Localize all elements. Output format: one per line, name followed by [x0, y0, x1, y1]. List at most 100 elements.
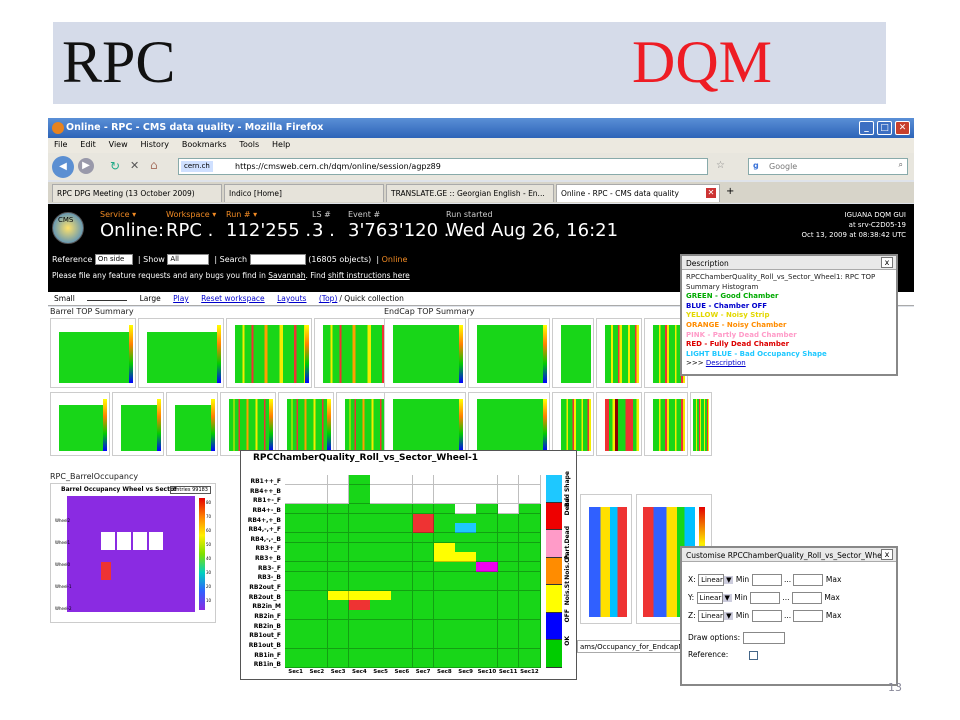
reload-icon[interactable]: ↻: [110, 159, 121, 173]
barrel-top-plot[interactable]: [112, 392, 164, 456]
endcap-top-plot[interactable]: [690, 392, 712, 456]
heatmap-cell: [348, 475, 371, 486]
endcap-top-plot[interactable]: [596, 392, 642, 456]
draw-options-input[interactable]: [742, 632, 785, 644]
menu-tools[interactable]: Tools: [239, 140, 260, 149]
home-icon[interactable]: ⌂: [150, 158, 158, 172]
savannah-link[interactable]: Savannah: [268, 271, 306, 280]
search-box[interactable]: g Google ⌕: [748, 158, 908, 175]
legend-light-blue: LIGHT BLUE - Bad Occupancy Shape: [686, 349, 827, 358]
menu-bookmarks[interactable]: Bookmarks: [181, 140, 227, 149]
close-icon[interactable]: x: [881, 257, 893, 268]
barrel-top-plot[interactable]: [50, 318, 136, 388]
heatmap-cell: [391, 552, 413, 563]
new-tab-icon[interactable]: +: [726, 186, 735, 197]
heatmap-cell: [370, 484, 392, 495]
barrel-top-plot[interactable]: [226, 318, 312, 388]
tab-rpc-dpg[interactable]: RPC DPG Meeting (13 October 2009): [52, 184, 222, 202]
barrel-occupancy-plot[interactable]: Barrel Occupancy Wheel vs Sector Entries…: [50, 483, 216, 623]
menu-help[interactable]: Help: [272, 140, 291, 149]
site-identity[interactable]: cern.ch: [181, 161, 213, 172]
barrel-top-plot[interactable]: [50, 392, 110, 456]
barrel-top-plot[interactable]: [138, 318, 224, 388]
barrel-top-plot[interactable]: [166, 392, 218, 456]
reset-workspace-link[interactable]: Reset workspace: [201, 294, 265, 303]
z-min-input[interactable]: [751, 610, 782, 622]
endcap-top-plot[interactable]: [384, 392, 466, 456]
endcap-occupancy-plot[interactable]: [580, 494, 632, 624]
endcap-top-plot[interactable]: [384, 318, 466, 388]
barrel-top-plot[interactable]: [336, 392, 392, 456]
reference-checkbox[interactable]: [748, 650, 758, 660]
endcap-top-plot[interactable]: [552, 318, 594, 388]
mode-link[interactable]: Online: [381, 255, 408, 264]
layouts-link[interactable]: Layouts: [277, 294, 307, 303]
endcap-top-plot[interactable]: [468, 392, 550, 456]
chevron-down-icon[interactable]: ▼: [724, 612, 734, 620]
tab-indico[interactable]: Indico [Home]: [224, 184, 384, 202]
endcap-top-plot[interactable]: [552, 392, 594, 456]
maximize-icon[interactable]: □: [877, 121, 892, 135]
close-window-icon[interactable]: ✕: [895, 121, 910, 135]
quality-plot-popup[interactable]: RPCChamberQuality_Roll_vs_Sector_Wheel-1…: [240, 450, 577, 680]
z-max-input[interactable]: [793, 610, 824, 622]
heatmap-cell: [391, 581, 413, 592]
endcap-top-plot[interactable]: [468, 318, 550, 388]
run-label[interactable]: Run # ▾: [226, 210, 258, 219]
description-link[interactable]: Description: [705, 359, 746, 368]
x-min-input[interactable]: [751, 574, 782, 586]
top-link[interactable]: (Top): [318, 294, 338, 303]
legend-swatch: OK: [546, 636, 571, 668]
dqm-search-input[interactable]: [249, 254, 306, 265]
endcap-top-plot[interactable]: [644, 392, 688, 456]
menu-edit[interactable]: Edit: [80, 140, 96, 149]
bookmark-star-icon[interactable]: ☆: [716, 160, 725, 171]
chevron-down-icon[interactable]: ▼: [722, 594, 732, 602]
back-icon[interactable]: ◀: [52, 156, 74, 178]
heatmap-cell: [518, 532, 541, 544]
service-label[interactable]: Service ▾: [100, 210, 137, 219]
forward-icon[interactable]: ▶: [78, 158, 94, 174]
stop-icon[interactable]: ✕: [130, 159, 140, 172]
legend-label: OFF: [564, 608, 571, 622]
workspace-label[interactable]: Workspace ▾: [166, 210, 217, 219]
heatmap-cell: [412, 581, 435, 592]
close-tab-icon[interactable]: ✕: [706, 188, 716, 198]
shift-instructions-link[interactable]: shift instructions here: [328, 271, 410, 280]
chevron-down-icon[interactable]: ▼: [724, 576, 734, 584]
heatmap-cell: [433, 552, 456, 563]
search-icon[interactable]: ⌕: [898, 160, 903, 169]
heatmap-cell: [285, 532, 307, 544]
address-bar[interactable]: cern.ch https://cmsweb.cern.ch/dqm/onlin…: [178, 158, 708, 175]
tab-dqm-online[interactable]: Online - RPC - CMS data quality ✕: [556, 184, 720, 202]
x-max-input[interactable]: [793, 574, 824, 586]
y-min-input[interactable]: [750, 592, 780, 604]
heatmap-cell: [476, 552, 498, 563]
close-icon[interactable]: x: [881, 549, 893, 560]
x-scale-select[interactable]: Linear: [698, 574, 725, 586]
row-label: Wheel-1: [55, 584, 72, 589]
y-scale-select[interactable]: Linear: [696, 592, 723, 604]
heatmap-cell: [391, 658, 413, 669]
tab-translate[interactable]: TRANSLATE.GE :: Georgian English - En...: [386, 184, 554, 202]
heatmap-cell: [306, 561, 328, 572]
menu-view[interactable]: View: [108, 140, 128, 149]
tab-bar: RPC DPG Meeting (13 October 2009) Indico…: [48, 182, 914, 203]
barrel-top-plot[interactable]: [278, 392, 334, 456]
heatmap-cell: [412, 610, 435, 621]
menu-file[interactable]: File: [54, 140, 68, 149]
z-scale-select[interactable]: Linear: [698, 610, 725, 622]
show-select[interactable]: All: [167, 254, 210, 265]
size-slider[interactable]: [87, 295, 128, 301]
ls-value: 3 .: [312, 220, 335, 241]
play-link[interactable]: Play: [173, 294, 189, 303]
menu-history[interactable]: History: [140, 140, 169, 149]
reference-select[interactable]: On side: [94, 254, 133, 265]
y-max-input[interactable]: [791, 592, 822, 604]
barrel-top-plot[interactable]: [220, 392, 276, 456]
minimize-icon[interactable]: _: [859, 121, 874, 135]
draw-options-label: Draw options:: [688, 633, 741, 642]
heatmap-cell: [327, 581, 350, 592]
heatmap-cell: [412, 590, 435, 601]
endcap-top-plot[interactable]: [596, 318, 642, 388]
